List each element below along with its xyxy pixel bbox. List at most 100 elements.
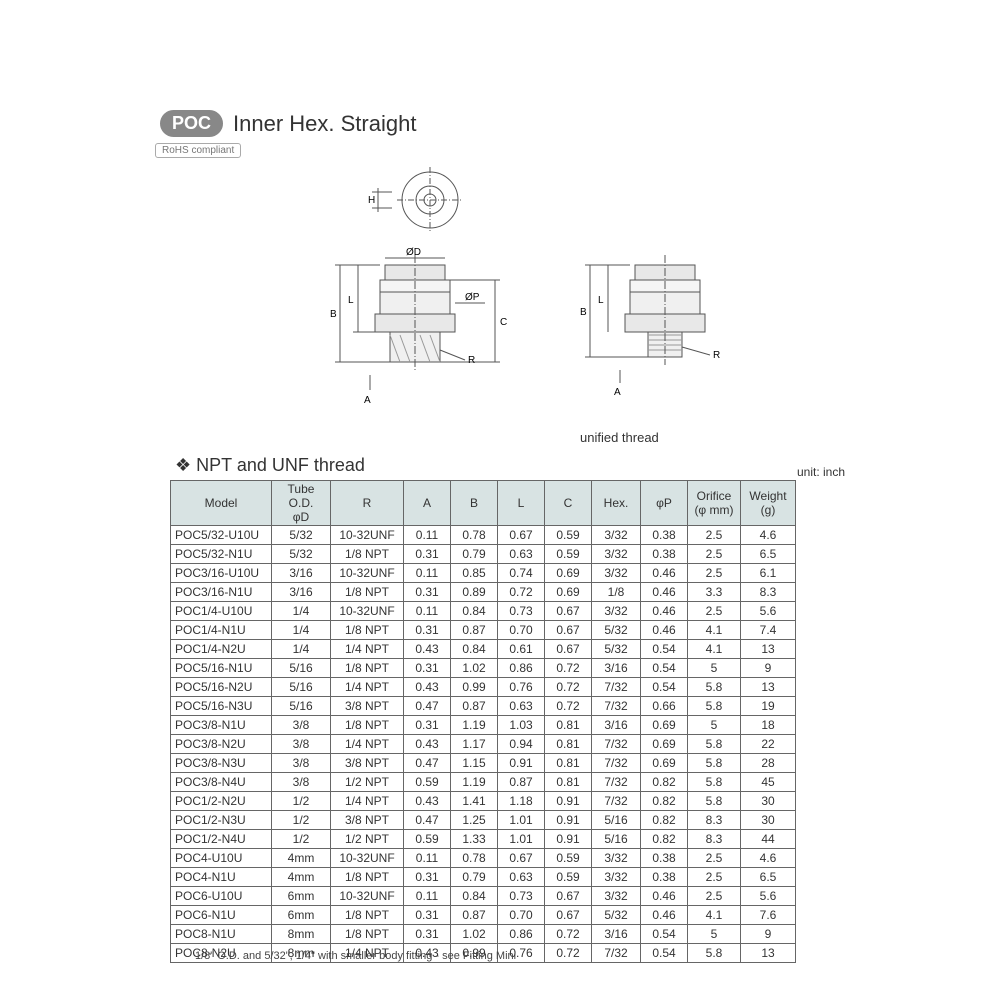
table-cell: POC3/8-N1U xyxy=(171,716,272,735)
table-cell: 3/8 xyxy=(272,716,331,735)
table-cell: 5/32 xyxy=(272,526,331,545)
table-cell: 3/16 xyxy=(592,716,641,735)
col-header: Weight(g) xyxy=(741,481,796,526)
technical-diagrams: H ØD ØP B xyxy=(300,160,800,450)
table-cell: 0.69 xyxy=(641,735,688,754)
table-cell: 3/32 xyxy=(592,545,641,564)
table-cell: 5 xyxy=(688,659,741,678)
label-h: H xyxy=(368,195,375,206)
table-cell: 1.19 xyxy=(451,773,498,792)
table-cell: 8.3 xyxy=(741,583,796,602)
table-cell: 0.81 xyxy=(545,773,592,792)
label-a: A xyxy=(364,395,371,406)
table-cell: 3/8 xyxy=(272,754,331,773)
table-cell: 1/2 NPT xyxy=(331,773,404,792)
table-cell: 0.11 xyxy=(404,887,451,906)
table-cell: 1.02 xyxy=(451,659,498,678)
table-cell: 5.8 xyxy=(688,773,741,792)
table-cell: 0.59 xyxy=(545,849,592,868)
table-cell: 1/4 xyxy=(272,621,331,640)
table-cell: 0.63 xyxy=(498,545,545,564)
table-cell: 0.72 xyxy=(498,583,545,602)
table-cell: 0.87 xyxy=(451,906,498,925)
table-cell: POC3/8-N2U xyxy=(171,735,272,754)
label-r2: R xyxy=(713,350,720,361)
table-cell: 5.8 xyxy=(688,678,741,697)
table-cell: 1/2 xyxy=(272,811,331,830)
table-cell: POC1/4-U10U xyxy=(171,602,272,621)
table-cell: 5/32 xyxy=(592,906,641,925)
table-row: POC3/16-N1U3/161/8 NPT0.310.890.720.691/… xyxy=(171,583,796,602)
table-cell: 2.5 xyxy=(688,602,741,621)
table-cell: 0.63 xyxy=(498,697,545,716)
table-cell: 0.70 xyxy=(498,906,545,925)
table-cell: 5.8 xyxy=(688,754,741,773)
table-cell: 4mm xyxy=(272,849,331,868)
table-cell: 3/32 xyxy=(592,849,641,868)
table-row: POC3/8-N4U3/81/2 NPT0.591.190.870.817/32… xyxy=(171,773,796,792)
table-row: POC1/2-N2U1/21/4 NPT0.431.411.180.917/32… xyxy=(171,792,796,811)
table-row: POC3/16-U10U3/1610-32UNF0.110.850.740.69… xyxy=(171,564,796,583)
table-cell: 0.11 xyxy=(404,602,451,621)
table-cell: 0.43 xyxy=(404,792,451,811)
table-cell: 6.1 xyxy=(741,564,796,583)
table-cell: 5.8 xyxy=(688,735,741,754)
table-cell: 0.43 xyxy=(404,640,451,659)
table-cell: 0.87 xyxy=(451,621,498,640)
table-cell: 3/8 NPT xyxy=(331,811,404,830)
table-cell: 2.5 xyxy=(688,545,741,564)
table-cell: 0.72 xyxy=(545,697,592,716)
table-cell: 0.91 xyxy=(545,792,592,811)
table-row: POC4-U10U4mm10-32UNF0.110.780.670.593/32… xyxy=(171,849,796,868)
table-cell: 1/8 NPT xyxy=(331,716,404,735)
col-header: Orifice(φ mm) xyxy=(688,481,741,526)
table-cell: 3/32 xyxy=(592,602,641,621)
table-cell: 2.5 xyxy=(688,564,741,583)
diagram-svg: H ØD ØP B xyxy=(300,160,800,450)
table-cell: POC1/4-N2U xyxy=(171,640,272,659)
table-cell: 5/32 xyxy=(592,640,641,659)
table-cell: POC3/8-N4U xyxy=(171,773,272,792)
table-cell: POC5/16-N1U xyxy=(171,659,272,678)
table-cell: 2.5 xyxy=(688,526,741,545)
table-cell: 1/2 NPT xyxy=(331,830,404,849)
table-cell: 0.82 xyxy=(641,773,688,792)
table-cell: 0.43 xyxy=(404,678,451,697)
table-cell: 0.69 xyxy=(641,716,688,735)
table-cell: 1.25 xyxy=(451,811,498,830)
table-cell: 1.01 xyxy=(498,830,545,849)
table-cell: 18 xyxy=(741,716,796,735)
table-cell: 5/32 xyxy=(272,545,331,564)
table-cell: 3.3 xyxy=(688,583,741,602)
table-cell: 0.67 xyxy=(498,526,545,545)
table-cell: 0.67 xyxy=(545,906,592,925)
table-cell: 0.31 xyxy=(404,716,451,735)
table-cell: 0.46 xyxy=(641,887,688,906)
table-cell: 5.6 xyxy=(741,887,796,906)
col-header: L xyxy=(498,481,545,526)
table-row: POC3/8-N2U3/81/4 NPT0.431.170.940.817/32… xyxy=(171,735,796,754)
table-cell: 0.31 xyxy=(404,925,451,944)
table-row: POC4-N1U4mm1/8 NPT0.310.790.630.593/320.… xyxy=(171,868,796,887)
table-cell: 3/32 xyxy=(592,526,641,545)
table-cell: 1.03 xyxy=(498,716,545,735)
table-cell: 0.81 xyxy=(545,735,592,754)
table-cell: 0.67 xyxy=(545,887,592,906)
table-cell: 0.46 xyxy=(641,564,688,583)
table-cell: 10-32UNF xyxy=(331,602,404,621)
table-cell: 5/16 xyxy=(272,659,331,678)
table-cell: 10-32UNF xyxy=(331,887,404,906)
table-cell: 0.31 xyxy=(404,906,451,925)
table-cell: 0.84 xyxy=(451,640,498,659)
label-p: ØP xyxy=(465,292,480,303)
table-cell: 0.31 xyxy=(404,621,451,640)
table-cell: 0.59 xyxy=(404,773,451,792)
table-cell: 3/16 xyxy=(272,583,331,602)
label-l2: L xyxy=(598,295,604,306)
table-cell: 1/8 NPT xyxy=(331,925,404,944)
table-cell: 0.87 xyxy=(498,773,545,792)
table-cell: 1.01 xyxy=(498,811,545,830)
table-row: POC8-N1U8mm1/8 NPT0.311.020.860.723/160.… xyxy=(171,925,796,944)
label-a2: A xyxy=(614,387,621,398)
table-cell: 1/2 xyxy=(272,792,331,811)
